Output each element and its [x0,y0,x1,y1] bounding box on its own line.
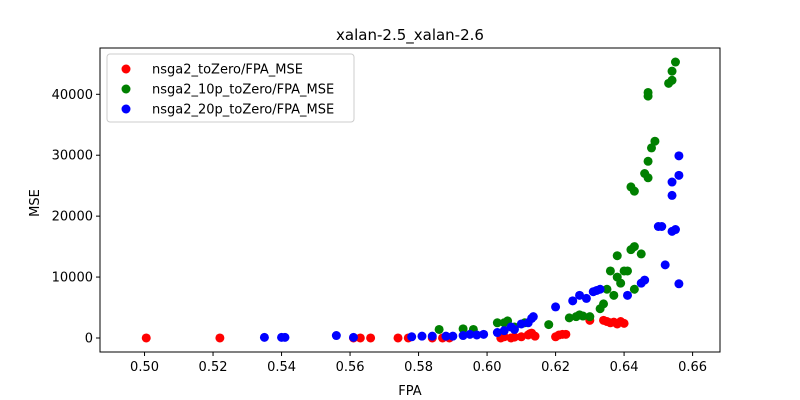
data-point-series-3 [458,331,468,341]
data-point-series-3 [667,177,677,187]
data-point-series-3 [528,312,538,322]
data-point-series-3 [472,330,482,340]
x-tick-label: 0.50 [130,360,159,375]
data-point-series-3 [280,332,290,342]
data-point-series-3 [674,151,684,161]
plot-frame [99,47,721,353]
x-tick-label: 0.60 [473,360,502,375]
legend-label-series-1: nsga2_toZero/FPA_MSE [152,63,303,78]
x-tick-label: 0.66 [678,360,707,375]
data-point-series-2 [585,312,595,322]
data-point-series-3 [492,328,502,338]
data-point-series-2 [650,136,660,146]
data-point-series-3 [499,326,509,336]
data-point-series-2 [434,324,444,334]
data-point-series-2 [629,186,639,196]
data-point-series-3 [568,296,578,306]
data-point-series-3 [448,331,458,341]
x-tick-label: 0.58 [404,360,433,375]
data-point-series-3 [465,329,475,339]
y-tick-label: 40000 [52,88,93,103]
data-point-series-1 [141,333,151,343]
legend-marker-series-2 [121,84,131,94]
data-point-series-3 [259,332,269,342]
data-point-series-1 [530,331,540,341]
data-point-series-3 [640,275,650,285]
data-point-series-3 [575,290,585,300]
data-point-series-2 [623,266,633,276]
data-point-series-3 [427,331,437,341]
legend-frame [106,53,355,123]
data-point-series-2 [629,242,639,252]
data-point-series-3 [667,190,677,200]
legend-marker-series-3 [121,104,131,114]
data-point-series-2 [643,156,653,166]
data-point-series-3 [407,332,417,342]
data-point-series-2 [609,290,619,300]
data-point-series-3 [441,331,451,341]
ticks-layer: 0.50 0.52 0.54 0.56 0.58 0.60 0.62 0.64 0.66 0 100… [52,88,707,375]
data-point-series-3 [670,225,680,235]
data-point-series-2 [636,249,646,259]
data-point-series-3 [660,260,670,270]
data-point-series-1 [509,332,519,342]
data-point-series-1 [215,333,225,343]
data-point-series-1 [366,333,376,343]
data-point-series-2 [578,311,588,321]
chart-title: xalan-2.5_xalan-2.6 [336,26,484,45]
data-point-series-2 [670,57,680,67]
data-point-series-2 [646,143,656,153]
data-point-series-2 [612,251,622,261]
x-tick-label: 0.62 [541,360,570,375]
data-point-series-1 [393,333,403,343]
x-axis-title: FPA [398,384,421,399]
legend-label-series-3: nsga2_20p_toZero/FPA_MSE [152,103,334,118]
data-point-series-2 [667,66,677,76]
data-point-series-1 [619,318,629,328]
data-point-series-1 [516,332,526,342]
data-point-series-3 [348,332,358,342]
data-point-series-3 [509,324,519,334]
points-layer [141,57,684,343]
data-point-series-3 [479,329,489,339]
data-point-series-2 [629,284,639,294]
data-point-series-3 [581,293,591,303]
legend-label-series-2: nsga2_10p_toZero/FPA_MSE [152,83,334,98]
data-point-series-2 [458,324,468,334]
y-tick-label: 10000 [52,271,93,286]
data-point-series-3 [674,170,684,180]
data-point-series-2 [599,299,609,309]
data-point-series-2 [602,284,612,294]
data-point-series-2 [616,278,626,288]
y-axis-title: MSE [28,189,43,217]
y-tick-label: 0 [85,331,93,346]
data-point-series-3 [551,302,561,312]
data-point-series-3 [623,290,633,300]
data-point-series-3 [595,284,605,294]
data-point-series-2 [605,266,615,276]
data-point-series-2 [564,313,574,323]
data-point-series-2 [667,75,677,85]
data-point-series-3 [331,331,341,341]
data-point-series-1 [355,333,365,343]
legend-marker-series-1 [121,64,131,74]
legend: nsga2_toZero/FPA_MSE nsga2_10p_toZero/FP… [106,53,355,123]
y-tick-label: 30000 [52,149,93,164]
data-point-series-3 [657,222,667,231]
x-tick-label: 0.56 [336,360,365,375]
y-tick-label: 20000 [52,210,93,225]
data-point-series-3 [674,279,684,289]
data-point-series-2 [643,173,653,183]
data-point-series-1 [561,329,571,339]
x-tick-label: 0.52 [199,360,228,375]
x-tick-label: 0.54 [267,360,296,375]
data-point-series-2 [544,320,554,330]
data-point-series-3 [417,331,427,341]
x-tick-label: 0.64 [610,360,639,375]
data-point-series-2 [492,318,502,328]
data-point-series-2 [643,87,653,97]
data-point-series-3 [516,319,526,329]
